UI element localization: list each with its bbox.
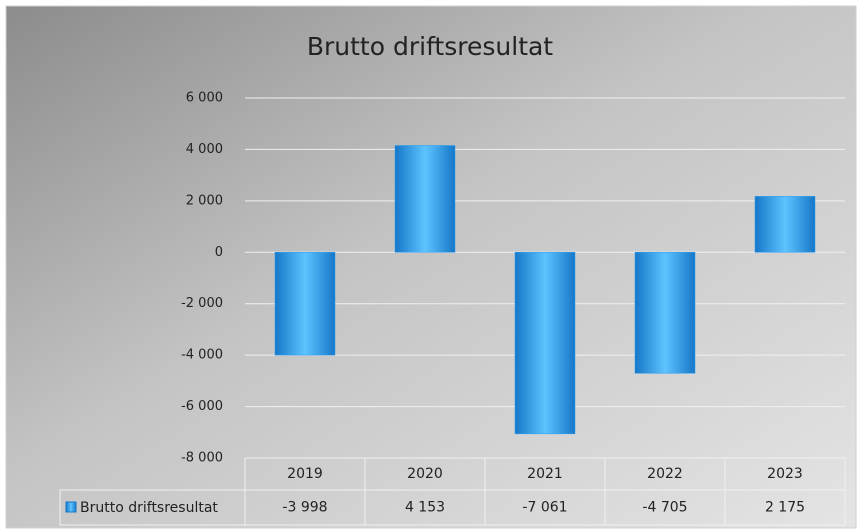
table-value: -7 061 <box>522 500 567 516</box>
table-value: -3 998 <box>282 500 327 516</box>
chart-background <box>5 5 857 529</box>
table-value: 4 153 <box>405 500 445 516</box>
legend-label: Brutto driftsresultat <box>80 500 218 516</box>
legend-key <box>65 501 77 513</box>
bar <box>394 145 456 253</box>
y-tick-label: 2 000 <box>186 193 223 208</box>
bar <box>634 252 696 374</box>
bar <box>514 252 576 435</box>
x-tick-label: 2020 <box>407 466 443 482</box>
y-tick-label: 0 <box>215 245 223 260</box>
table-value: 2 175 <box>765 500 805 516</box>
y-tick-label: -2 000 <box>181 296 223 311</box>
x-tick-label: 2019 <box>287 466 323 482</box>
bar <box>754 196 816 253</box>
bar <box>274 252 336 356</box>
x-tick-label: 2022 <box>647 466 683 482</box>
chart-title: Brutto driftsresultat <box>307 32 553 61</box>
y-tick-label: 4 000 <box>186 142 223 157</box>
y-tick-label: 6 000 <box>186 91 223 106</box>
table-value: -4 705 <box>642 500 687 516</box>
x-tick-label: 2023 <box>767 466 803 482</box>
y-tick-label: -4 000 <box>181 348 223 363</box>
x-tick-label: 2021 <box>527 466 563 482</box>
y-tick-label: -6 000 <box>181 399 223 414</box>
y-tick-label: -8 000 <box>181 451 223 466</box>
